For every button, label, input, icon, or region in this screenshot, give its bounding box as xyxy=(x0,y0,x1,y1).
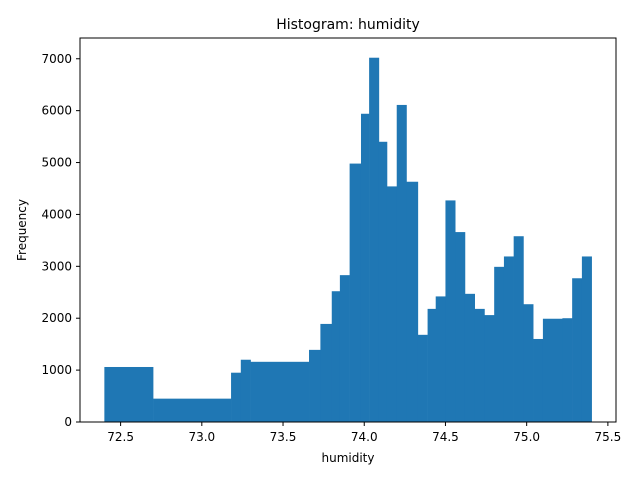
histogram-bar xyxy=(378,141,388,422)
bars-group xyxy=(104,57,592,422)
chart-title: Histogram: humidity xyxy=(276,17,420,33)
x-tick-label: 72.5 xyxy=(107,430,134,444)
histogram-bar xyxy=(484,315,495,422)
histogram-bar xyxy=(104,366,154,422)
histogram-bar xyxy=(523,304,534,422)
histogram-bar xyxy=(153,398,232,422)
histogram-bar xyxy=(240,359,251,422)
y-tick-label: 4000 xyxy=(41,207,72,221)
histogram-bar xyxy=(581,256,592,422)
y-tick-label: 0 xyxy=(64,415,72,429)
histogram-bar xyxy=(250,361,310,422)
x-tick-label: 74.0 xyxy=(351,430,378,444)
histogram-bar xyxy=(427,308,437,422)
histogram-bar xyxy=(417,334,428,422)
y-tick-label: 3000 xyxy=(41,259,72,273)
histogram-bar xyxy=(349,163,362,422)
y-tick-label: 1000 xyxy=(41,363,72,377)
histogram-bar xyxy=(435,296,446,422)
histogram-bar xyxy=(396,104,407,422)
y-axis-ticks: 0 1000 2000 3000 4000 5000 6000 7000 xyxy=(41,52,80,429)
plot-frame xyxy=(79,37,617,423)
histogram-bar xyxy=(562,318,573,422)
y-tick-label: 2000 xyxy=(41,311,72,325)
histogram-bar xyxy=(455,232,466,422)
histogram-bar xyxy=(320,323,333,422)
histogram-bar xyxy=(386,186,398,422)
y-tick-label: 6000 xyxy=(41,104,72,118)
x-tick-label: 73.5 xyxy=(270,430,297,444)
x-axis-label: humidity xyxy=(322,451,375,465)
histogram-bar xyxy=(494,266,505,422)
histogram-bar xyxy=(513,236,524,422)
histogram-bar xyxy=(331,291,341,422)
histogram-bar xyxy=(503,256,514,422)
histogram-bar xyxy=(339,275,350,422)
x-tick-label: 75.0 xyxy=(513,430,540,444)
histogram-bar xyxy=(533,338,544,422)
histogram-bar xyxy=(406,181,419,422)
histogram-bar xyxy=(360,113,370,422)
x-tick-label: 73.0 xyxy=(188,430,215,444)
y-tick-label: 7000 xyxy=(41,52,72,66)
histogram-bar xyxy=(445,200,456,422)
histogram-bar xyxy=(572,278,583,422)
histogram-bar xyxy=(474,308,485,422)
histogram-bar xyxy=(464,293,475,422)
x-axis-ticks: 72.5 73.0 73.5 74.0 74.5 75.0 75.5 xyxy=(107,422,621,444)
histogram-bar xyxy=(231,372,242,422)
y-tick-label: 5000 xyxy=(41,156,72,170)
histogram-bar xyxy=(309,349,321,422)
y-axis-label: Frequency xyxy=(15,199,29,261)
histogram-bar xyxy=(369,57,380,422)
x-tick-label: 75.5 xyxy=(595,430,622,444)
x-tick-label: 74.5 xyxy=(432,430,459,444)
histogram-bar xyxy=(542,318,563,422)
